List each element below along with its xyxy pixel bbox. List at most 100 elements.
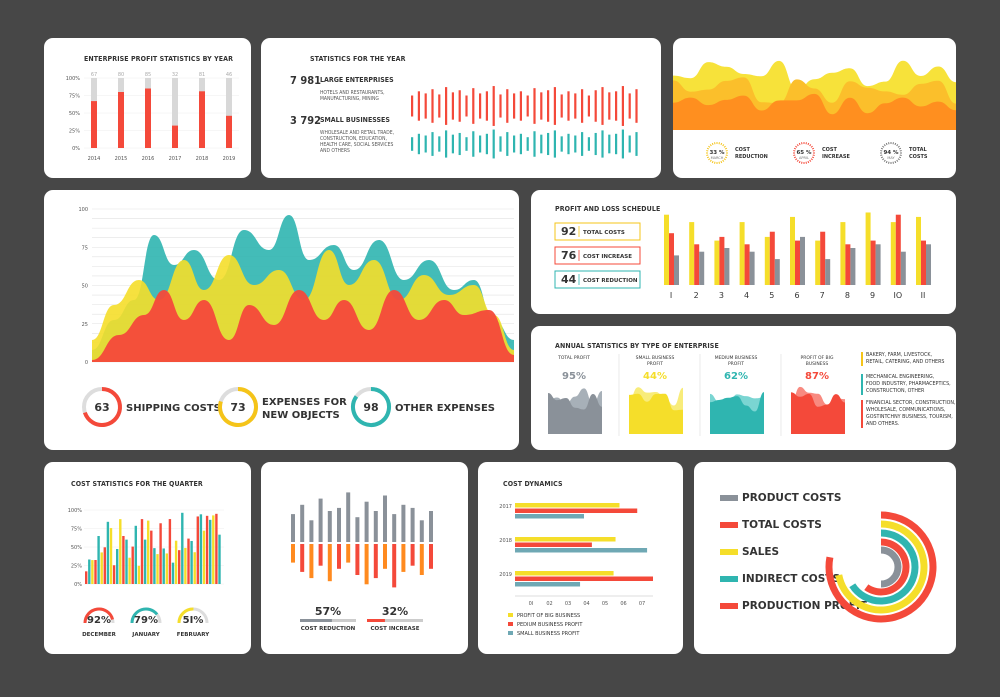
bar [515, 542, 592, 547]
bar-red [411, 95, 414, 117]
bar-down [318, 544, 323, 566]
stat-box-label: TOTAL COSTS [583, 230, 625, 236]
gauge-month: MARCH [711, 156, 724, 160]
bar [137, 565, 141, 584]
bar [171, 562, 175, 584]
bar [850, 248, 856, 285]
bar-up [410, 507, 415, 542]
stat-box-value: 92 [561, 225, 576, 238]
bar-red [540, 92, 543, 120]
bar [515, 514, 584, 519]
bar-red [635, 89, 638, 123]
gauge-arc [177, 607, 194, 624]
gauge-percent: 94 % [883, 150, 899, 156]
gauge-tick [706, 156, 710, 159]
gauge-tick [720, 160, 723, 164]
legend-swatch [508, 613, 513, 617]
enterprise-profit-card: ENTERPRISE PROFIT STATISTICS BY YEAR 100… [44, 38, 251, 178]
legend-label: PROFIT OF BIG BUSINESS [517, 613, 580, 619]
progress-label: COST INCREASE [371, 626, 420, 632]
bar-value-label: 32 [172, 72, 178, 78]
gauge-tick [809, 144, 812, 147]
bar-down [410, 544, 415, 566]
bar-red [492, 86, 495, 126]
bar-teal [567, 133, 570, 155]
bar-down [401, 544, 406, 572]
x-tick-label: II [921, 291, 926, 300]
y-tick-label: 2019 [499, 572, 512, 578]
legend-text: BAKERY, FARM, LIVESTOCK, [866, 352, 933, 358]
gauge-tick [809, 159, 812, 162]
legend-donut-card: PRODUCT COSTS TOTAL COSTS SALES INDIRECT CO… [694, 462, 956, 654]
bar-up [300, 504, 305, 542]
gauge-tick [708, 158, 711, 161]
gauge-percent: 79% [134, 615, 158, 626]
bar [103, 547, 106, 584]
percent-value: 32% [382, 605, 408, 618]
bar-red [445, 87, 448, 125]
col-percent: 87% [805, 371, 829, 382]
bar-value-label: 80 [118, 72, 124, 78]
ring-arc [351, 387, 391, 427]
col-label-2: BUSINESS [806, 361, 829, 367]
bar [181, 512, 184, 584]
bar [694, 244, 700, 285]
y-tick-label: 2017 [499, 504, 512, 510]
bar-down [346, 544, 351, 563]
cost-dynamics-title: COST DYNAMICS [503, 480, 563, 488]
bar-red [472, 88, 475, 124]
annual-stats-card: ANNUAL STATISTICS BY TYPE OF ENTERPRISE … [531, 326, 956, 450]
mini-area [548, 393, 602, 434]
col-label-1: SMALL BUSINESS [636, 355, 675, 361]
gauge-tick [885, 142, 888, 146]
gauge-tick [722, 144, 725, 147]
gauge-tick [795, 158, 798, 161]
gauge-month: JANUARY [131, 632, 160, 638]
bar [178, 550, 181, 584]
small-desc-4: AND OTHERS [320, 148, 350, 154]
bar [106, 521, 110, 584]
x-tick-label: 0I [529, 601, 534, 607]
gauge-month: MAY [887, 156, 895, 160]
legend-label: INDIRECT COSTS [742, 573, 840, 585]
bar-value-label: 85 [145, 72, 151, 78]
gauge-tick [708, 145, 711, 148]
area-layer [673, 93, 956, 130]
gauge-tick [882, 145, 885, 148]
bar-track [226, 78, 232, 148]
bar-down [355, 544, 360, 575]
bar-up [419, 520, 424, 542]
gauge-tick [795, 145, 798, 148]
gauge-tick [724, 147, 728, 150]
bar-up [309, 520, 314, 542]
legend-label: PRODUCT COSTS [742, 492, 841, 504]
bar [168, 519, 172, 584]
bar-teal [601, 130, 604, 158]
x-tick-label: 2015 [115, 156, 128, 162]
bar-up [429, 511, 433, 542]
bar [184, 547, 187, 584]
bar-up [346, 492, 351, 542]
legend-swatch [508, 622, 513, 626]
bar-teal [465, 137, 468, 151]
bar-down [327, 544, 332, 582]
bar-teal [587, 137, 590, 151]
gauge-tick [807, 142, 810, 146]
x-tick-label: 07 [639, 601, 645, 607]
bar [190, 540, 193, 584]
gauge-tick [894, 160, 897, 164]
bar-teal [417, 133, 420, 155]
ring-label-1: OTHER EXPENSES [395, 403, 495, 414]
bar-teal [635, 132, 638, 156]
bar [890, 222, 896, 285]
bar-teal [519, 133, 522, 155]
gauge-tick [709, 144, 712, 147]
donut-ring [864, 538, 910, 596]
cost-dynamics-card: COST DYNAMICS 2017 2018 2019 0I 02 03 04 05 06 07… [478, 462, 683, 654]
col-percent: 95% [562, 371, 586, 382]
x-tick-label: 2016 [142, 156, 155, 162]
bar-teal [540, 134, 543, 154]
